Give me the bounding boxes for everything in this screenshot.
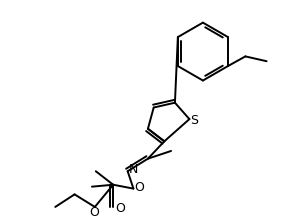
Text: O: O [89,206,99,219]
Text: O: O [134,181,144,194]
Text: N: N [129,163,138,176]
Text: O: O [115,202,125,215]
Text: S: S [190,114,198,127]
